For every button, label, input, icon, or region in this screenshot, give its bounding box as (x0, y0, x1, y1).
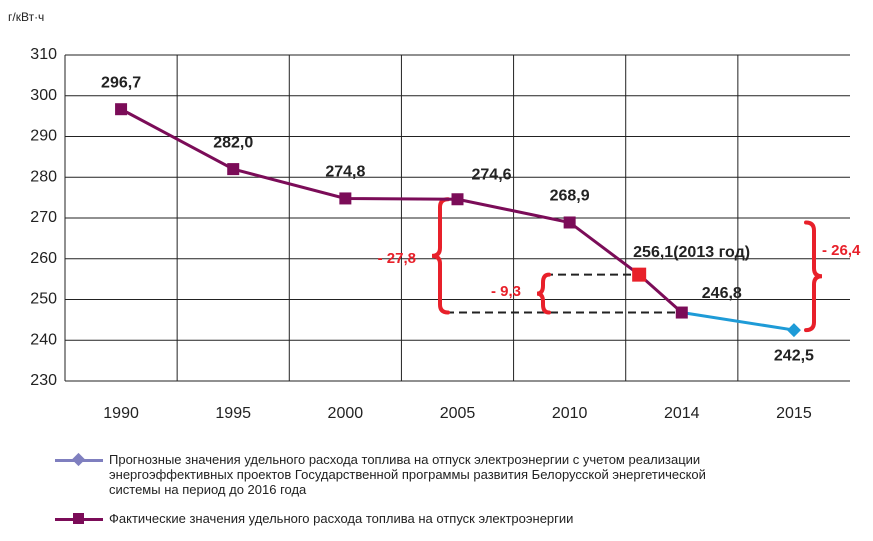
x-tick-label: 2014 (664, 405, 700, 422)
brace (804, 220, 823, 333)
value-label: 274,8 (325, 164, 365, 181)
x-tick-label: 1995 (215, 405, 251, 422)
actual-marker (227, 163, 240, 176)
y-tick-label: 230 (30, 372, 57, 389)
annotation: - 9,3 (491, 283, 521, 300)
x-tick-label: 1990 (103, 405, 139, 422)
value-label: 246,8 (702, 285, 742, 302)
value-label: 296,7 (101, 74, 141, 91)
legend-swatch (55, 452, 103, 468)
legend-item: Фактические значения удельного расхода т… (55, 511, 855, 527)
value-label: 268,9 (550, 188, 590, 205)
value-label: 242,5 (774, 347, 814, 364)
actual-marker (451, 193, 464, 206)
y-tick-label: 240 (30, 331, 57, 348)
y-tick-label: 280 (30, 168, 57, 185)
actual-marker (675, 306, 688, 319)
value-label: 282,0 (213, 134, 253, 151)
legend-item: Прогнозные значения удельного расхода то… (55, 452, 855, 497)
brace (431, 197, 450, 315)
chart: г/кВт·ч 230 240 250 260 270 280 290 300 310 1990 1… (8, 10, 861, 422)
brace (536, 272, 551, 315)
legend-label: Прогнозные значения удельного расхода то… (109, 452, 706, 497)
y-tick-label: 260 (30, 250, 57, 267)
annotation: - 27,8 (378, 250, 416, 267)
legend-label: Фактические значения удельного расхода т… (109, 511, 574, 526)
forecast-marker (786, 323, 801, 338)
forecast-line (681, 311, 795, 332)
value-label: 274,6 (472, 166, 512, 183)
point-2013-marker (632, 267, 647, 282)
y-tick-label: 300 (30, 87, 57, 104)
x-tick-label: 2010 (552, 405, 588, 422)
actual-marker (339, 192, 352, 205)
y-axis-unit: г/кВт·ч (8, 10, 44, 24)
actual-marker (563, 216, 576, 229)
annotation: - 26,4 (822, 242, 861, 259)
legend: Прогнозные значения удельного расхода то… (55, 452, 855, 541)
legend-swatch (55, 511, 103, 527)
actual-marker (115, 103, 128, 116)
point-2013-label: 256,1(2013 год) (633, 244, 750, 261)
x-tick-label: 2005 (440, 405, 476, 422)
x-tick-label: 2000 (328, 405, 364, 422)
x-tick-label: 2015 (776, 405, 812, 422)
y-tick-label: 290 (30, 128, 57, 145)
y-tick-label: 310 (30, 46, 57, 63)
y-tick-label: 270 (30, 209, 57, 226)
y-tick-label: 250 (30, 291, 57, 308)
